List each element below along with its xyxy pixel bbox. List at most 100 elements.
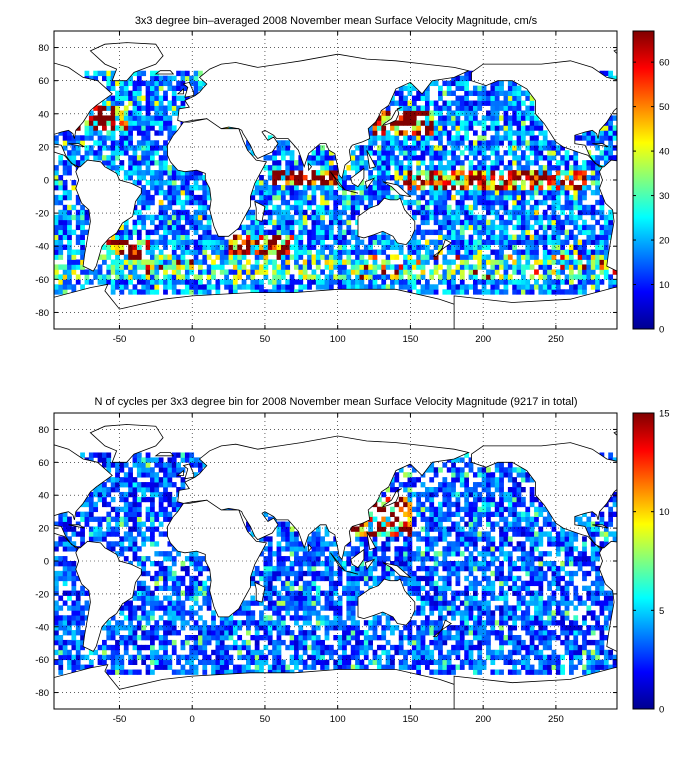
data-cell <box>71 541 77 547</box>
data-cell <box>263 595 269 601</box>
data-cell <box>189 75 195 82</box>
data-cell <box>75 259 81 265</box>
data-cell <box>302 209 308 216</box>
data-cell <box>150 199 155 206</box>
data-cell <box>276 595 282 601</box>
data-cell <box>315 575 321 582</box>
data-cell <box>372 160 378 166</box>
data-cell <box>503 95 509 101</box>
data-cell <box>520 170 526 176</box>
data-cell <box>84 155 90 161</box>
data-cell <box>184 189 190 196</box>
data-cell <box>464 180 470 186</box>
data-cell <box>342 664 347 670</box>
data-cell <box>67 649 72 656</box>
data-cell <box>586 209 592 216</box>
data-cell <box>311 214 317 221</box>
data-cell <box>350 244 356 250</box>
data-cell <box>520 229 526 236</box>
data-cell <box>106 516 112 522</box>
data-cell <box>180 610 186 616</box>
data-cell <box>75 595 81 601</box>
data-cell <box>390 155 395 161</box>
data-cell <box>285 244 291 250</box>
data-cell <box>176 219 181 226</box>
land-outline <box>680 71 696 74</box>
data-cell <box>315 590 321 596</box>
data-cell <box>490 224 496 231</box>
data-cell <box>560 160 566 166</box>
data-cell <box>529 95 535 101</box>
data-cell <box>276 570 282 577</box>
data-cell <box>158 180 164 186</box>
data-cell <box>315 279 321 285</box>
data-cell <box>202 180 208 186</box>
data-cell <box>407 264 413 270</box>
data-cell <box>154 239 160 245</box>
data-cell <box>372 580 378 587</box>
data-cell <box>206 244 212 250</box>
data-cell <box>355 585 360 591</box>
data-cell <box>442 259 448 265</box>
data-cell <box>464 259 470 265</box>
data-cell <box>324 194 330 201</box>
data-cell <box>171 575 177 582</box>
data-cell <box>136 214 142 221</box>
data-cell <box>202 620 208 626</box>
data-cell <box>494 284 500 290</box>
panel-cycles: N of cycles per 3x3 degree bin for 2008 … <box>35 396 669 725</box>
data-cell <box>433 135 439 141</box>
data-cell <box>154 570 160 577</box>
data-cell <box>272 570 277 577</box>
data-cell <box>433 229 439 236</box>
data-cell <box>106 70 112 77</box>
x-tick-label: 200 <box>475 334 491 345</box>
data-cell <box>311 580 317 587</box>
data-cell <box>171 234 177 240</box>
data-cell <box>237 264 243 270</box>
data-cell <box>363 160 369 166</box>
data-cell <box>154 541 160 547</box>
data-cell <box>171 130 177 136</box>
data-cell <box>259 229 264 236</box>
data-cell <box>193 635 199 641</box>
data-cell <box>403 536 408 542</box>
data-cell <box>176 501 181 508</box>
data-cell <box>128 625 133 631</box>
data-cell <box>464 289 470 295</box>
data-cell <box>564 199 570 206</box>
data-cell <box>547 204 552 211</box>
data-cell <box>202 289 208 295</box>
data-cell <box>486 100 491 106</box>
data-cell <box>398 249 404 255</box>
data-cell <box>298 639 304 646</box>
data-cell <box>224 615 229 621</box>
data-cell <box>272 175 277 181</box>
data-cell <box>494 120 500 126</box>
data-cell <box>346 249 352 255</box>
data-cell <box>342 284 347 290</box>
data-cell <box>333 585 339 591</box>
data-cell <box>259 234 264 240</box>
data-cell <box>507 120 513 126</box>
data-cell <box>102 100 107 106</box>
data-cell <box>315 214 321 221</box>
data-cell <box>307 605 312 611</box>
data-cell <box>276 269 282 275</box>
data-cell <box>75 649 81 656</box>
data-cell <box>311 635 317 641</box>
data-cell <box>106 105 112 111</box>
data-cell <box>62 224 68 231</box>
data-cell <box>477 244 483 250</box>
data-cell <box>376 561 382 567</box>
data-cell <box>267 541 273 547</box>
data-cell <box>206 264 212 270</box>
data-cell <box>429 80 435 87</box>
data-cell <box>486 165 491 171</box>
data-cell <box>385 274 391 280</box>
data-cell <box>132 659 138 665</box>
data-cell <box>302 224 308 231</box>
data-cell <box>132 269 138 275</box>
data-cell <box>67 204 72 211</box>
data-cell <box>298 575 304 582</box>
